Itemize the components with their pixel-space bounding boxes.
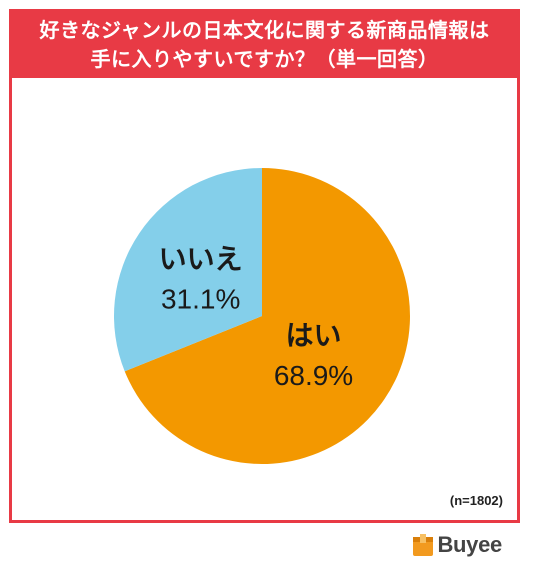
pie-slice-value-2: 31.1%	[161, 284, 240, 315]
sample-size-note: (n=1802)	[449, 493, 503, 508]
brand-logo-text: Buyee	[437, 532, 502, 557]
pie-slice-1	[124, 168, 410, 465]
pie-slice-label-1: はい	[286, 319, 342, 352]
pie-slices	[114, 168, 410, 465]
pie-slice-value-1: 68.9%	[274, 360, 353, 391]
pie-labels: はい 68.9% いいえ 31.1%	[159, 243, 354, 391]
pie-slice-label-2: いいえ	[159, 243, 243, 276]
chart-title-line-1: 好きなジャンルの日本文化に関する新商品情報は	[39, 18, 490, 42]
pie-slice-2	[114, 168, 263, 372]
chart-title-line-2: 手に入りやすいですか？（単一回答）	[90, 47, 439, 71]
chart-title: 好きなジャンルの日本文化に関する新商品情報は 手に入りやすいですか？（単一回答）	[12, 12, 517, 78]
buyee-box-icon	[413, 534, 434, 556]
brand-logo: Buyee	[412, 532, 502, 558]
